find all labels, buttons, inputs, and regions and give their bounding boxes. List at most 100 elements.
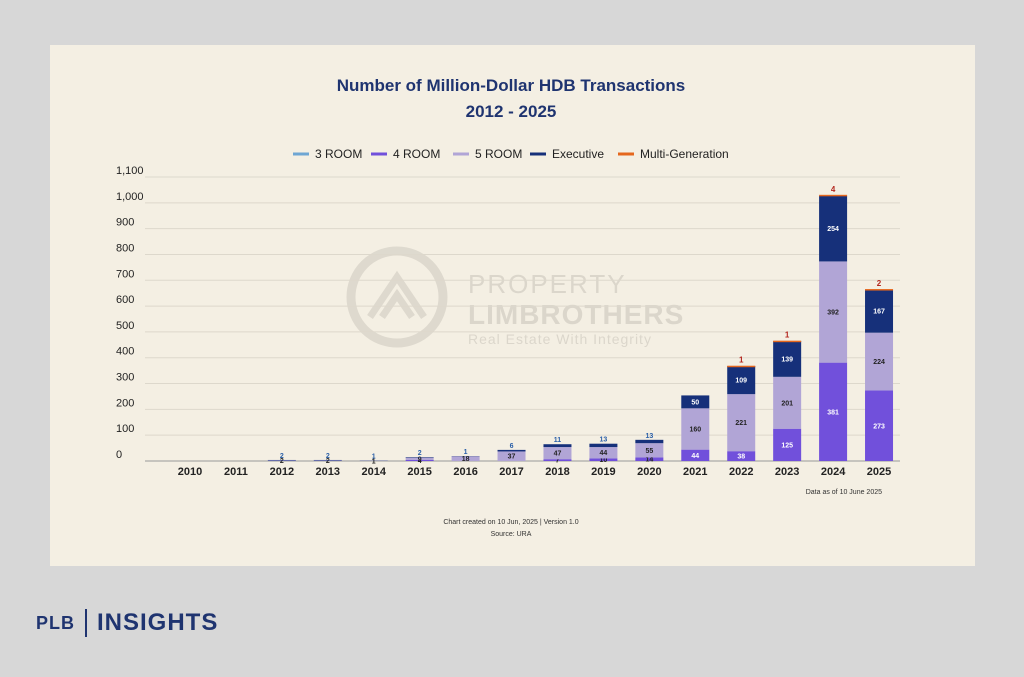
bar-2019-5-room	[589, 447, 618, 459]
bar-2017-5-room	[497, 451, 526, 461]
data-note: Data as of 10 June 2025	[806, 489, 882, 496]
x-tick-label: 2018	[545, 466, 569, 478]
label-2020-executive: 13	[645, 433, 653, 440]
y-tick-label: 200	[116, 397, 134, 409]
label-2015-executive: 2	[418, 450, 422, 457]
label-2023-executive: 139	[781, 356, 793, 363]
bar-2024-executive	[819, 195, 848, 262]
x-axis: 2010 2011 2012 2013 2014 2015 2016 2017 2018 2019…	[178, 466, 892, 478]
bar-2015-4-room	[405, 459, 434, 461]
footer-source: Source: URA	[491, 531, 532, 538]
label-2025-5-room: 224	[873, 359, 885, 366]
bar-2020-4-room	[635, 457, 664, 461]
label-2014-executive: 1	[372, 453, 376, 460]
x-tick-label: 2014	[361, 466, 386, 478]
label-2012-5-room: 2	[280, 458, 284, 465]
watermark-logo-icon	[346, 246, 448, 348]
y-tick-label: 1,100	[116, 165, 144, 177]
label-2024-executive: 254	[827, 226, 839, 233]
y-tick-label: 500	[116, 320, 134, 332]
bar-2023-multi-generation	[773, 340, 802, 343]
y-tick-label: 300	[116, 372, 134, 384]
x-tick-label: 2020	[637, 466, 661, 478]
y-tick-label: 700	[116, 268, 134, 280]
bar-2018-5-room	[543, 447, 572, 460]
label-2013-5-room: 2	[326, 458, 330, 465]
label-2024-4-room: 381	[827, 409, 839, 416]
bar-2023-5-room	[773, 376, 802, 429]
label-2015-5-room: 9	[418, 456, 422, 463]
chart-title: Number of Million-Dollar HDB Transaction…	[337, 76, 686, 95]
brand-plb: PLB	[36, 612, 75, 633]
label-2025-4-room: 273	[873, 423, 885, 430]
x-tick-label: 2015	[407, 466, 431, 478]
bar-2013-executive	[313, 459, 342, 461]
bar-2023-4-room	[773, 428, 802, 461]
label-2015-4-room: 4	[418, 458, 422, 465]
label-2023-multi-generation: 1	[785, 331, 790, 340]
legend-label-3-room: 3 ROOM	[315, 147, 362, 161]
chart-card: PROPERTY LIMBROTHERS Real Estate With In…	[50, 45, 975, 566]
x-tick-label: 2011	[224, 466, 248, 478]
bar-2024-4-room	[819, 362, 848, 461]
label-2023-5-room: 201	[781, 400, 793, 407]
legend-label-5-room: 5 ROOM	[475, 147, 522, 161]
label-2022-multi-generation: 1	[739, 356, 744, 365]
x-tick-label: 2021	[683, 466, 707, 478]
bar-2022-multi-generation	[727, 365, 756, 368]
bar-2021-executive	[681, 395, 710, 409]
y-axis: 0 100 200 300 400 500 600 700 800 900 1,000 1,100	[116, 165, 144, 461]
y-tick-label: 1,000	[116, 191, 144, 203]
bar-2025-multi-generation	[865, 289, 894, 291]
watermark: PROPERTY LIMBROTHERS Real Estate With In…	[346, 246, 684, 348]
bar-2017-executive	[497, 449, 526, 452]
label-2017-5-room: 37	[508, 454, 516, 461]
bar-2018-4-room	[543, 459, 572, 461]
bar-2018-executive	[543, 444, 572, 448]
label-2014-5-room: 1	[372, 458, 376, 465]
label-2017-executive: 6	[510, 443, 514, 450]
label-2021-4-room: 44	[691, 453, 699, 460]
watermark-line2: LIMBROTHERS	[468, 299, 684, 330]
bar-2025-4-room	[865, 390, 894, 461]
legend: 3 ROOM 4 ROOM 5 ROOM Executive Multi-Generat…	[293, 147, 729, 161]
label-2024-multi-generation: 4	[831, 185, 836, 194]
bar-2020-executive	[635, 439, 664, 444]
label-2025-multi-generation: 2	[877, 279, 882, 288]
y-tick-label: 900	[116, 217, 134, 229]
label-2022-5-room: 221	[735, 420, 747, 427]
bar-2016-5-room	[451, 456, 480, 461]
watermark-house-icon	[367, 270, 427, 319]
label-2013-executive: 2	[326, 453, 330, 460]
label-2016-5-room: 18	[462, 456, 470, 463]
label-2023-4-room: 125	[781, 442, 793, 449]
y-tick-label: 0	[116, 449, 122, 461]
bar-2024-multi-generation	[819, 194, 848, 197]
y-tick-label: 800	[116, 242, 134, 254]
brand-divider	[85, 609, 87, 637]
x-tick-label: 2010	[178, 466, 202, 478]
x-tick-label: 2013	[316, 466, 340, 478]
bar-2015-5-room	[405, 457, 434, 460]
bars: 2222114921813767471110441314551344160503…	[267, 185, 894, 465]
label-2019-4-room: 10	[600, 457, 608, 464]
x-tick-label: 2016	[453, 466, 477, 478]
bar-2012-executive	[267, 459, 296, 461]
label-2024-5-room: 392	[827, 310, 839, 317]
label-2012-executive: 2	[280, 453, 284, 460]
bar-2025-executive	[865, 289, 894, 333]
y-tick-label: 400	[116, 346, 134, 358]
footer-created: Chart created on 10 Jun, 2025 | Version …	[443, 519, 578, 526]
label-2018-executive: 11	[554, 437, 562, 444]
bar-2023-executive	[773, 340, 802, 377]
legend-label-4-room: 4 ROOM	[393, 147, 440, 161]
x-tick-label: 2024	[821, 466, 846, 478]
chart-subtitle: 2012 - 2025	[466, 102, 557, 121]
x-tick-label: 2023	[775, 466, 799, 478]
brand-insights: INSIGHTS	[97, 609, 219, 636]
label-2021-5-room: 160	[689, 426, 701, 433]
bar-2015-executive	[405, 457, 434, 458]
bar-2012-5-room	[267, 460, 296, 461]
bar-2022-executive	[727, 365, 756, 395]
legend-label-executive: Executive	[552, 147, 604, 161]
